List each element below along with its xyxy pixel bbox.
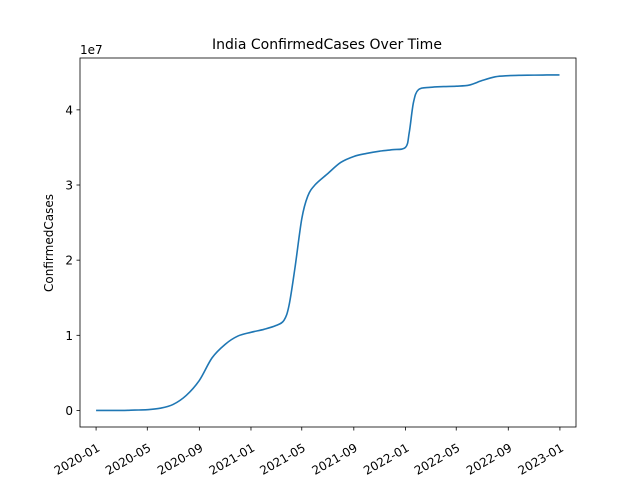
y-tick-label: 1	[65, 329, 73, 343]
y-axis-offset-text: 1e7	[80, 43, 103, 57]
y-axis-label: ConfirmedCases	[42, 194, 56, 292]
axes-frame	[79, 57, 577, 428]
series-line	[96, 74, 560, 412]
y-tick-label: 2	[65, 254, 73, 268]
y-tick-label: 0	[65, 404, 73, 418]
y-tick-label: 3	[65, 179, 73, 193]
y-tick-label: 4	[65, 103, 73, 117]
chart-title: India ConfirmedCases Over Time	[212, 37, 442, 53]
